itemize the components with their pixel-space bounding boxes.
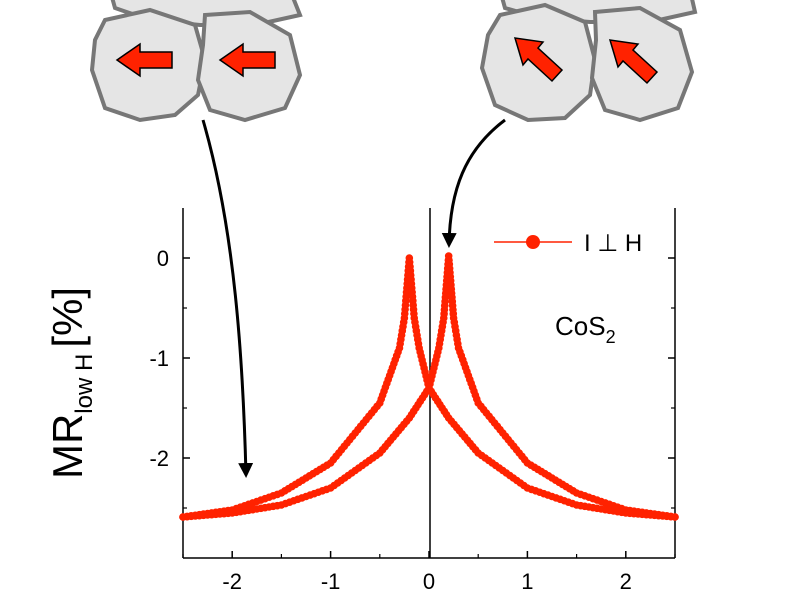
- x-tick-label: 0: [423, 569, 435, 594]
- y-axis-title: MRlow H[%]: [44, 287, 98, 479]
- left-arrow-moment-icon: [218, 42, 276, 78]
- x-tick-label: 2: [620, 569, 632, 594]
- legend-marker: [526, 235, 540, 249]
- pointer-arrow-right: [441, 118, 506, 248]
- x-tick-label: -2: [222, 569, 242, 594]
- tilted-arrow-moment-icon: [513, 37, 564, 83]
- left-arrow-moment-icon: [115, 42, 173, 78]
- legend: I ⊥ H: [494, 230, 642, 257]
- right-grain-cluster: [479, 0, 698, 123]
- plot-area: -2 -1 0 1 2 0 -1 -2: [149, 208, 679, 594]
- x-tick-label: -1: [321, 569, 341, 594]
- y-tick-label: -1: [149, 346, 169, 371]
- series-i-perp-h: [179, 252, 679, 521]
- legend-label: I ⊥ H: [584, 230, 642, 257]
- x-tick-label: 1: [521, 569, 533, 594]
- axis-ticks: -2 -1 0 1 2 0 -1 -2: [149, 246, 676, 594]
- annotation-cos2: CoS2: [555, 311, 616, 347]
- y-tick-label: 0: [157, 246, 169, 271]
- pointer-arrow-left: [201, 119, 254, 478]
- data-point: [671, 513, 679, 521]
- y-tick-label: -2: [149, 446, 169, 471]
- left-grain-cluster: [89, 0, 303, 123]
- tilted-arrow-moment-icon: [608, 39, 659, 85]
